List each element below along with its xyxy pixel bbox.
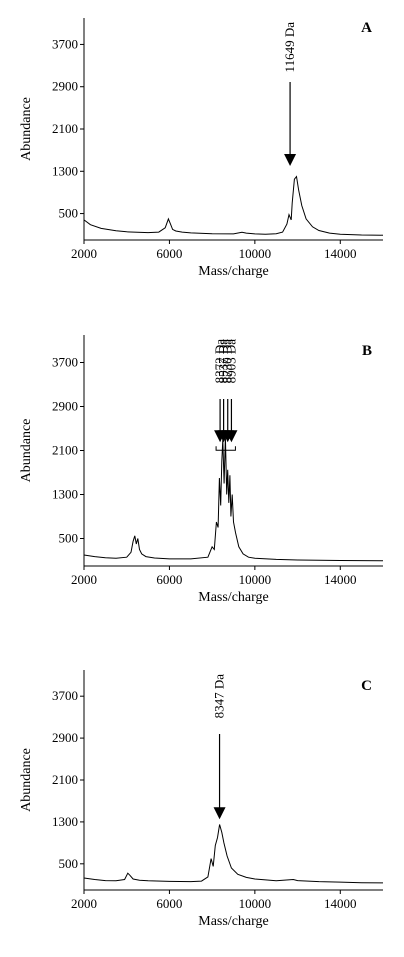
y-tick-label: 2900 [52, 730, 78, 745]
y-axis-label: Abundance [19, 97, 34, 161]
peak-arrow-head [213, 807, 226, 820]
y-axis-label: Abundance [19, 748, 34, 812]
panel-label: A [361, 20, 372, 36]
x-tick-label: 14000 [324, 896, 357, 911]
peak-arrow-head [284, 154, 297, 166]
y-tick-label: 2100 [52, 772, 78, 787]
y-tick-label: 3700 [52, 355, 78, 370]
x-tick-label: 10000 [239, 572, 272, 587]
x-axis-label: Mass/charge [198, 264, 269, 279]
y-tick-label: 2900 [52, 399, 78, 414]
y-tick-label: 1300 [52, 814, 78, 829]
x-tick-label: 14000 [324, 246, 357, 261]
peak-group-bracket [215, 446, 236, 451]
y-tick-label: 1300 [52, 163, 78, 178]
x-tick-label: 2000 [71, 896, 97, 911]
spectrum-line [83, 436, 384, 562]
panel-b: 500 1300 2100 2900 3700 2000 6000 10000 14000 Mas… [19, 335, 384, 605]
peak-annotation-label: 8903 Da [223, 339, 238, 384]
y-tick-label: 3700 [52, 688, 78, 703]
y-tick-label: 1300 [52, 487, 78, 502]
y-tick-label: 2100 [52, 121, 78, 136]
spectrum-line [83, 175, 384, 236]
spectrum-line [83, 824, 384, 884]
panel-label: C [361, 678, 372, 694]
panel-label: B [362, 343, 372, 359]
y-tick-label: 500 [59, 531, 79, 546]
y-tick-label: 500 [59, 206, 79, 221]
x-tick-label: 10000 [239, 246, 272, 261]
x-tick-label: 6000 [156, 896, 182, 911]
panel-c: 500 1300 2100 2900 3700 2000 6000 10000 14000 Mas… [19, 670, 384, 929]
panel-a: 500 1300 2100 2900 3700 2000 6000 10000 14000 Mas… [19, 18, 384, 279]
peak-annotation-label: 8372 Da [212, 339, 227, 384]
x-axis-label: Mass/charge [198, 590, 269, 605]
x-axis-label: Mass/charge [198, 914, 269, 929]
peak-arrow-head [225, 430, 238, 443]
x-tick-label: 14000 [324, 572, 357, 587]
y-tick-label: 2900 [52, 79, 78, 94]
x-tick-label: 6000 [156, 572, 182, 587]
peak-annotation-label: 8537 Da [216, 339, 231, 384]
x-tick-label: 6000 [156, 246, 182, 261]
x-tick-label: 2000 [71, 572, 97, 587]
peak-annotation-label: 11649 Da [282, 22, 297, 73]
peak-annotation-label: 8347 Da [212, 674, 227, 719]
x-tick-label: 2000 [71, 246, 97, 261]
y-tick-label: 500 [59, 856, 79, 871]
peak-annotation-label: 8730 Da [220, 339, 235, 384]
x-tick-label: 10000 [239, 896, 272, 911]
y-axis-label: Abundance [19, 419, 34, 483]
y-tick-label: 2100 [52, 443, 78, 458]
y-tick-label: 3700 [52, 36, 78, 51]
